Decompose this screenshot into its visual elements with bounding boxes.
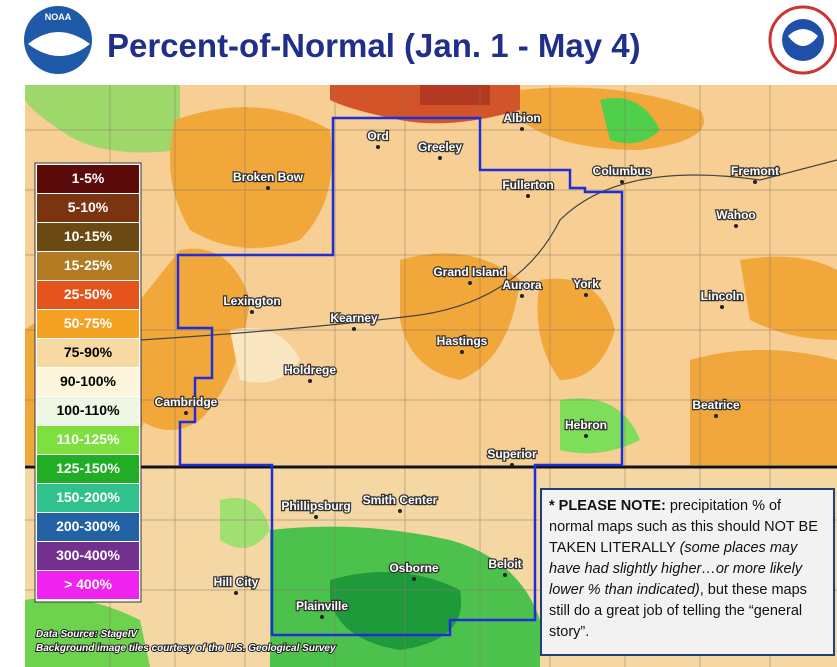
city-label: Wahoo bbox=[716, 208, 756, 222]
city-dot bbox=[620, 180, 624, 184]
city-dot bbox=[438, 156, 442, 160]
legend-swatch bbox=[37, 339, 139, 367]
city-label: Albion bbox=[503, 111, 540, 125]
city-dot bbox=[184, 411, 188, 415]
legend-label: > 400% bbox=[64, 576, 112, 592]
legend-swatch bbox=[37, 542, 139, 570]
city-label: Plainville bbox=[296, 599, 348, 613]
note-text: precipitation % of normal maps such as t… bbox=[549, 498, 818, 556]
city-dot bbox=[714, 414, 718, 418]
legend-swatch bbox=[37, 397, 139, 425]
data-source: Data Source: StageIV bbox=[36, 629, 138, 640]
note-text-end: , but these maps still do a great job of… bbox=[549, 582, 807, 640]
legend-swatch bbox=[37, 513, 139, 541]
legend-swatch bbox=[37, 426, 139, 454]
city-dot bbox=[460, 350, 464, 354]
legend-label: 150-200% bbox=[56, 489, 120, 505]
city-dot bbox=[398, 509, 402, 513]
legend-label: 90-100% bbox=[60, 373, 117, 389]
city-label: Superior bbox=[487, 447, 537, 461]
city-dot bbox=[734, 224, 738, 228]
city-label: Osborne bbox=[389, 561, 439, 575]
city-dot bbox=[266, 186, 270, 190]
city-dot bbox=[468, 281, 472, 285]
legend-swatch bbox=[37, 455, 139, 483]
note-box: * PLEASE NOTE: precipitation % of normal… bbox=[540, 488, 835, 656]
city-label: Columbus bbox=[593, 164, 652, 178]
legend-label: 50-75% bbox=[64, 315, 113, 331]
legend-label: 10-15% bbox=[64, 228, 113, 244]
legend-label: 25-50% bbox=[64, 286, 113, 302]
city-label: Aurora bbox=[502, 278, 542, 292]
city-label: Holdrege bbox=[284, 363, 336, 377]
legend-label: 15-25% bbox=[64, 257, 113, 273]
city-dot bbox=[526, 194, 530, 198]
legend-label: 5-10% bbox=[68, 199, 109, 215]
legend-label: 300-400% bbox=[56, 547, 120, 563]
tiles-credit: Background image tiles courtesy of the U… bbox=[36, 643, 336, 654]
city-label: Fremont bbox=[731, 164, 779, 178]
city-label: Smith Center bbox=[363, 493, 438, 507]
city-dot bbox=[320, 615, 324, 619]
legend-label: 1-5% bbox=[72, 170, 105, 186]
title: Percent-of-Normal (Jan. 1 - May 4) bbox=[107, 27, 641, 64]
city-dot bbox=[503, 573, 507, 577]
city-label: Phillipsburg bbox=[281, 499, 350, 513]
city-dot bbox=[520, 127, 524, 131]
legend-label: 75-90% bbox=[64, 344, 113, 360]
legend-label: 100-110% bbox=[56, 402, 120, 418]
city-label: Greeley bbox=[418, 140, 462, 154]
legend: 1-5% 5-10% 10-15% 15-25% 25-50% 50-75% 75-90% 9… bbox=[34, 162, 142, 603]
city-label: Kearney bbox=[330, 311, 378, 325]
city-label: Cambridge bbox=[155, 395, 218, 409]
city-label: Grand Island bbox=[433, 265, 506, 279]
city-dot bbox=[352, 327, 356, 331]
legend-swatch bbox=[37, 571, 139, 599]
city-label: Lincoln bbox=[701, 289, 744, 303]
noaa-logo-text: NOAA bbox=[45, 12, 72, 22]
legend-swatch bbox=[37, 194, 139, 222]
legend-swatch bbox=[37, 368, 139, 396]
city-label: Hebron bbox=[565, 418, 607, 432]
city-label: Hill City bbox=[214, 575, 259, 589]
legend-label: 110-125% bbox=[56, 431, 120, 447]
forecast-area-outline bbox=[176, 116, 624, 637]
city-labels: Ord Greeley Albion Broken Bow Fullerton Colum… bbox=[153, 110, 780, 619]
city-dot bbox=[520, 294, 524, 298]
city-dot bbox=[510, 463, 514, 467]
city-dot bbox=[720, 305, 724, 309]
city-label: Lexington bbox=[223, 294, 280, 308]
note-lead: * PLEASE NOTE: bbox=[549, 498, 666, 514]
city-label: Ord bbox=[367, 129, 388, 143]
legend-swatch bbox=[37, 484, 139, 512]
legend-swatch bbox=[37, 252, 139, 280]
city-label: York bbox=[573, 277, 599, 291]
city-dot bbox=[753, 180, 757, 184]
city-dot bbox=[584, 434, 588, 438]
city-label: Fullerton bbox=[502, 178, 553, 192]
note-italic: (some places may have had slightly highe… bbox=[549, 540, 803, 598]
legend-swatch bbox=[37, 223, 139, 251]
city-dot bbox=[412, 577, 416, 581]
city-label: Beloit bbox=[488, 557, 521, 571]
legend-swatch bbox=[37, 165, 139, 193]
city-dot bbox=[308, 379, 312, 383]
legend-label: 200-300% bbox=[56, 518, 120, 534]
city-dot bbox=[584, 293, 588, 297]
city-label: Broken Bow bbox=[233, 170, 304, 184]
city-dot bbox=[234, 591, 238, 595]
city-label: Hastings bbox=[437, 334, 488, 348]
city-dot bbox=[376, 145, 380, 149]
legend-label: 125-150% bbox=[56, 460, 120, 476]
city-label: Beatrice bbox=[692, 398, 740, 412]
city-dot bbox=[250, 310, 254, 314]
legend-swatch bbox=[37, 310, 139, 338]
city-dot bbox=[314, 515, 318, 519]
legend-swatch bbox=[37, 281, 139, 309]
